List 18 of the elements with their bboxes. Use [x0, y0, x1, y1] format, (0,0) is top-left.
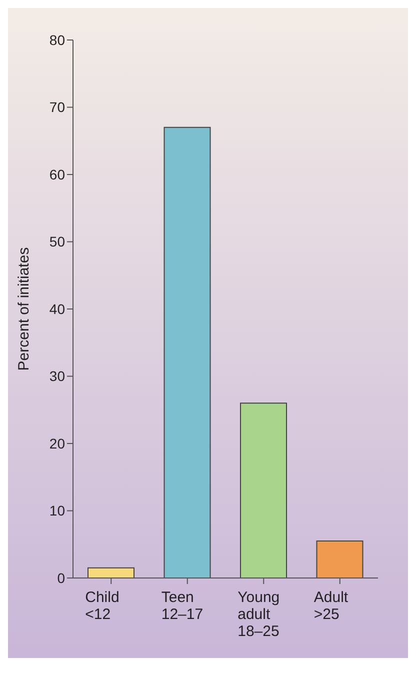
y-tick-label: 80 — [49, 32, 66, 48]
y-tick-label: 20 — [49, 435, 66, 452]
y-tick-label: 60 — [49, 166, 66, 182]
y-tick-label: 30 — [49, 368, 66, 384]
bar — [240, 402, 287, 578]
y-tick-label: 50 — [49, 234, 66, 250]
x-tick-label: Child <12 — [85, 589, 120, 623]
y-axis-title: Percent of initiates — [15, 247, 32, 371]
bar — [164, 126, 211, 578]
bar — [316, 540, 364, 578]
y-tick-label: 10 — [49, 502, 66, 519]
x-tick-label: Teen 12–17 — [161, 589, 204, 623]
bar — [88, 567, 134, 578]
y-tick-label: 40 — [49, 300, 66, 317]
x-tick-label: Adult >25 — [314, 589, 349, 623]
x-tick-label: Young adult 18–25 — [238, 589, 280, 640]
y-tick-label: 70 — [49, 99, 66, 116]
y-tick-label: 0 — [57, 570, 66, 586]
